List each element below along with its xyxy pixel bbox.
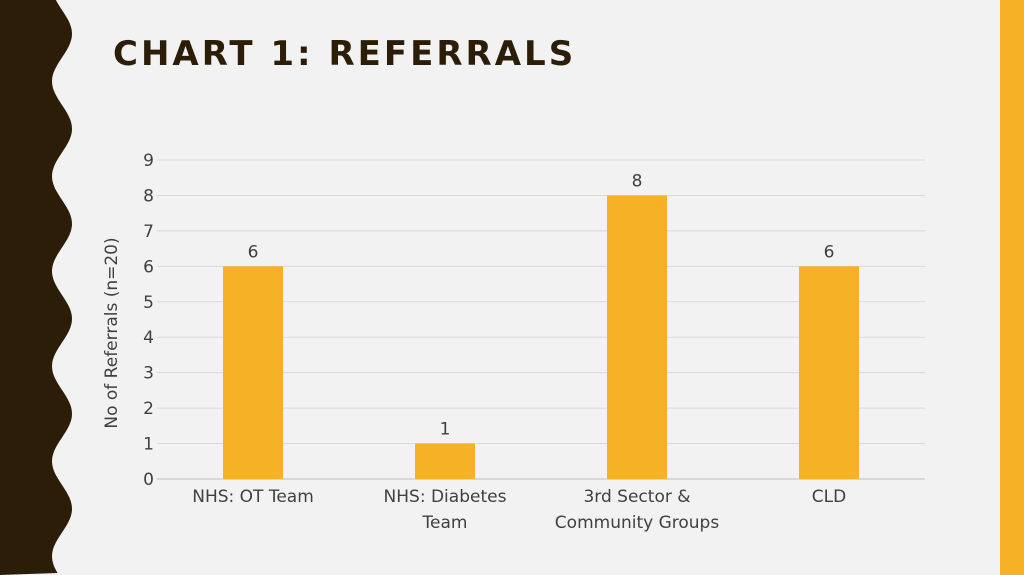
decorative-wave-border	[0, 0, 72, 575]
y-tick-label: 2	[143, 399, 154, 419]
gridlines	[157, 159, 925, 480]
bar	[607, 195, 667, 479]
slide-title: CHART 1: REFERRALS	[113, 34, 577, 74]
y-tick-label: 1	[143, 435, 154, 455]
x-tick-label: NHS: OT Team	[192, 487, 314, 507]
y-tick-label: 7	[143, 222, 154, 242]
x-tick-label-line: Community Groups	[555, 513, 720, 533]
x-tick-label-line: NHS: OT Team	[192, 487, 314, 507]
y-tick-label: 4	[143, 328, 154, 348]
x-tick-label: 3rd Sector & Community Groups	[555, 487, 720, 533]
bar	[415, 443, 475, 479]
data-label: 8	[632, 171, 643, 191]
bars	[223, 195, 859, 479]
y-tick-label: 5	[143, 293, 154, 313]
data-label: 1	[440, 420, 451, 440]
x-tick-label-line: NHS: Diabetes	[384, 487, 507, 507]
y-tick-label: 9	[143, 151, 154, 171]
x-tick-label-line: Team	[422, 513, 468, 533]
x-tick-label: NHS: Diabetes Team	[384, 487, 507, 533]
y-axis-label: No of Referrals (n=20)	[102, 237, 122, 428]
data-label: 6	[248, 242, 259, 262]
data-label: 6	[824, 242, 835, 262]
wave-shape	[0, 0, 72, 575]
x-tick-label-line: 3rd Sector &	[583, 487, 690, 507]
y-tick-label: 8	[143, 186, 154, 206]
y-tick-label: 6	[143, 257, 154, 277]
bar	[223, 266, 283, 479]
y-axis-ticks: 0 1 2 3 4 5 6 7 8 9	[143, 151, 154, 490]
x-tick-label: CLD	[812, 487, 846, 507]
x-axis-ticks: NHS: OT Team NHS: Diabetes Team 3rd Sector …	[192, 487, 846, 533]
data-labels: 6 1 8 6	[248, 171, 835, 439]
x-tick-label-line: CLD	[812, 487, 846, 507]
accent-bar	[1000, 0, 1024, 575]
bar	[799, 266, 859, 479]
y-tick-label: 3	[143, 364, 154, 384]
y-tick-label: 0	[143, 470, 154, 490]
